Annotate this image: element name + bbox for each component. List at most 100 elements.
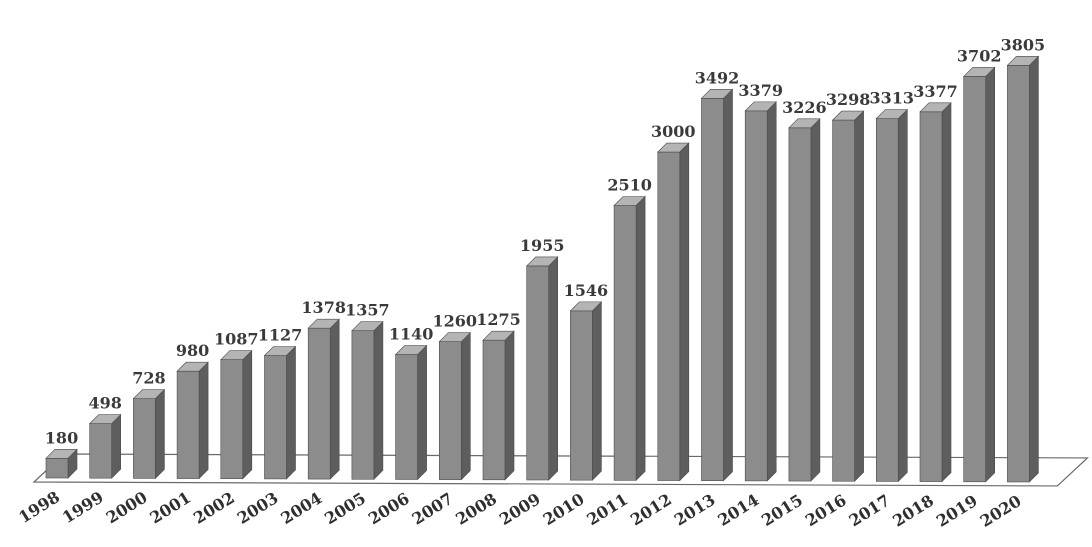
- bar-front-face: [438, 341, 462, 480]
- bar-top-face: [657, 142, 690, 153]
- value-label: 1140: [389, 325, 434, 344]
- bar-2004: [307, 318, 340, 480]
- bar-front-face: [395, 354, 418, 480]
- bar-side-face: [504, 330, 515, 481]
- bar-2014: [744, 101, 777, 482]
- value-label: 3000: [651, 122, 696, 141]
- x-tick-labels-group: 1998199920002001200220032004200520062007…: [15, 487, 1024, 531]
- bar-side-face: [723, 88, 733, 482]
- value-label: 1546: [564, 281, 609, 300]
- value-label: 498: [88, 394, 121, 413]
- bar-front-face: [657, 151, 681, 481]
- bar-side-face: [941, 102, 952, 483]
- x-tick-label: 2002: [190, 488, 238, 528]
- bar-top-face: [45, 448, 78, 459]
- x-tick-label: 2007: [409, 489, 457, 529]
- bar-front-face: [351, 330, 375, 480]
- bar-front-face: [89, 423, 112, 479]
- bar-top-face: [263, 346, 297, 356]
- bar-front-face: [919, 111, 943, 482]
- value-label: 3313: [870, 89, 915, 108]
- bar-side-face: [635, 195, 646, 482]
- value-label: 3226: [782, 98, 827, 117]
- bar-2015: [788, 118, 821, 482]
- value-label: 2510: [607, 175, 652, 194]
- value-label: 1087: [214, 330, 259, 349]
- bar-2009: [525, 256, 559, 481]
- bar-top-face: [1006, 56, 1040, 66]
- bar-top-face: [176, 361, 209, 372]
- bar-front-face: [45, 457, 69, 479]
- bar-top-face: [962, 67, 996, 77]
- value-label: 180: [45, 428, 78, 447]
- x-tick-label: 2001: [146, 488, 194, 528]
- x-tick-label: 2000: [103, 488, 151, 528]
- x-tick-label: 1998: [15, 487, 63, 527]
- bar-2017: [875, 108, 909, 483]
- bar-2005: [351, 320, 384, 480]
- x-tick-label: 2017: [846, 491, 894, 531]
- bar-top-face: [569, 301, 603, 312]
- bar-top-face: [525, 256, 559, 267]
- x-tick-label: 2015: [758, 490, 806, 530]
- bar-2003: [263, 345, 297, 480]
- bar-2001: [176, 361, 209, 480]
- bar-2019: [962, 66, 996, 483]
- value-label: 1357: [345, 301, 390, 320]
- bar-top-face: [919, 102, 952, 113]
- bar-2016: [831, 110, 865, 482]
- bar-front-face: [482, 339, 506, 481]
- x-tick-label: 2006: [365, 489, 413, 529]
- bar-top-face: [307, 318, 340, 329]
- value-label: 1955: [520, 236, 565, 255]
- bar-front-face: [307, 327, 331, 480]
- value-label: 1275: [476, 310, 521, 329]
- value-label: 1378: [301, 298, 346, 317]
- value-label: 3379: [738, 81, 783, 100]
- value-label: 3298: [826, 90, 871, 109]
- value-label: 3377: [913, 82, 958, 101]
- value-label: 3805: [1001, 35, 1046, 54]
- x-tick-label: 1999: [59, 487, 107, 527]
- x-tick-label: 2005: [321, 489, 369, 529]
- bar-1999: [88, 413, 122, 479]
- bar-front-face: [788, 127, 812, 482]
- bar-front-face: [832, 119, 855, 482]
- bar-front-face: [176, 370, 200, 479]
- bar-top-face: [482, 330, 515, 341]
- bar-2007: [438, 331, 472, 481]
- bar-side-face: [679, 142, 690, 482]
- bar-top-face: [613, 196, 646, 206]
- bar-2012: [657, 142, 690, 482]
- x-tick-label: 2008: [452, 489, 500, 529]
- bar-1998: [45, 448, 78, 479]
- bar-top-face: [220, 350, 253, 360]
- x-tick-label: 2019: [933, 491, 981, 531]
- bar-2006: [394, 344, 428, 481]
- bar-front-face: [701, 98, 724, 481]
- bar-top-face: [438, 332, 472, 342]
- bar-side-face: [198, 361, 209, 480]
- bar-top-face: [875, 109, 909, 119]
- bar-front-face: [264, 355, 287, 480]
- bar-side-face: [111, 413, 121, 479]
- bar-top-face: [351, 321, 384, 331]
- bar-side-face: [810, 118, 821, 482]
- x-tick-label: 2010: [540, 489, 588, 529]
- x-tick-label: 2003: [234, 488, 282, 528]
- bar-top-face: [700, 89, 734, 99]
- bar-top-face: [788, 118, 821, 129]
- x-tick-label: 2018: [889, 491, 937, 531]
- bar-top-face: [744, 101, 777, 112]
- bar-front-face: [526, 265, 550, 481]
- bar-top-face: [394, 345, 428, 355]
- x-tick-label: 2013: [671, 490, 719, 530]
- bar-side-face: [373, 320, 384, 480]
- x-tick-label: 2016: [802, 491, 850, 531]
- value-label: 980: [176, 341, 209, 360]
- bar-2011: [613, 195, 646, 482]
- x-tick-label: 2014: [714, 490, 762, 530]
- bar-top-face: [88, 414, 122, 424]
- bar-side-face: [242, 349, 253, 480]
